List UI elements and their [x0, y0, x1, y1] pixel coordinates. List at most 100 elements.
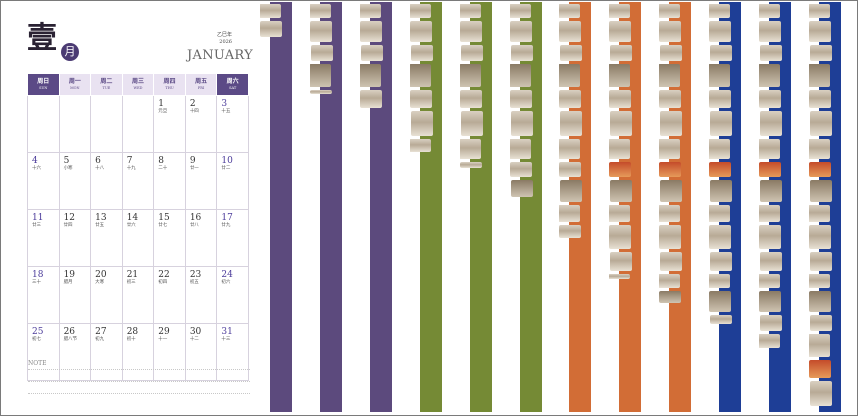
illustration-segment: [409, 64, 431, 87]
lunar-date: 廿八: [189, 223, 199, 228]
illustration-segment: [760, 45, 782, 61]
illustration-segment: [309, 4, 331, 18]
weekday-header: 周日 SUN: [27, 73, 60, 96]
illustration-segment: [808, 90, 831, 108]
illustration-segment: [609, 225, 632, 249]
day-number: 26: [63, 327, 76, 337]
illustration-segment: [509, 21, 532, 42]
illustration-segment: [609, 274, 631, 279]
calendar-page: 壹 月 乙巳年 2026 JANUARY 周日 SUN 周一 MON 周二 TUE 周三 WE…: [2, 2, 260, 412]
illustration-segment: [659, 21, 682, 42]
illustration-segment: [659, 64, 681, 87]
lunar-date: 大寒: [95, 280, 105, 285]
illustration-segment: [510, 45, 533, 61]
illustration-segment: [559, 4, 581, 18]
day-cell: 26 腊八节: [58, 323, 92, 381]
lunar-date: 初四: [158, 280, 168, 285]
building-illustration: [559, 4, 583, 238]
illustration-segment: [559, 205, 581, 222]
month-tab[interactable]: [609, 2, 643, 412]
illustration-segment: [560, 180, 583, 202]
illustration-segment: [809, 381, 832, 406]
illustration-segment: [808, 139, 830, 159]
week-row: 11 廿三 12 廿四 13 廿五 14 廿六 15 廿七 16 廿八 17 廿九: [27, 209, 249, 267]
day-cell: 2 十四: [184, 95, 218, 153]
illustration-segment: [609, 21, 632, 42]
illustration-segment: [309, 90, 332, 95]
month-tab[interactable]: [759, 2, 793, 412]
month-tab[interactable]: [659, 2, 693, 412]
day-number: 29: [158, 327, 170, 337]
day-number: 18: [32, 270, 44, 280]
day-number: 23: [189, 270, 202, 280]
day-number: 30: [189, 327, 202, 337]
illustration-segment: [659, 225, 682, 249]
month-tab[interactable]: [260, 2, 294, 412]
day-cell: 7 十九: [121, 152, 155, 210]
illustration-segment: [659, 205, 681, 222]
month-english: JANUARY: [187, 48, 253, 63]
illustration-segment: [808, 334, 830, 357]
illustration-segment: [709, 274, 731, 288]
building-illustration: [709, 4, 733, 324]
day-cell: 30 十二: [184, 323, 218, 381]
lunar-date: 十八: [95, 166, 105, 171]
illustration-segment: [659, 139, 681, 159]
day-cell: [121, 95, 155, 153]
lunar-date: 十三: [221, 337, 231, 342]
illustration-segment: [809, 45, 832, 61]
day-cell: 1 元旦: [153, 95, 186, 153]
lunar-date: 廿四: [63, 223, 73, 228]
illustration-segment: [409, 21, 432, 42]
month-tab[interactable]: [559, 2, 593, 412]
lunar-date: 廿九: [221, 223, 231, 228]
illustration-segment: [359, 64, 381, 87]
day-cell: 31 十三: [216, 323, 249, 381]
illustration-segment: [610, 180, 633, 202]
weekday-header: 周五 FRI: [184, 73, 218, 96]
month-tab[interactable]: [359, 2, 394, 412]
illustration-segment: [359, 4, 381, 18]
illustration-segment: [759, 64, 780, 87]
day-number: 19: [63, 270, 76, 280]
week-row: 25 初七 26 腊八节 27 初九 28 初十 29 十一 30 十二 31 十三: [27, 323, 249, 381]
tab-color-strip: [319, 2, 342, 412]
lunar-date: 二十: [158, 166, 168, 171]
day-number: 4: [32, 156, 38, 166]
day-cell: 16 廿八: [184, 209, 218, 267]
day-number: 2: [189, 99, 196, 109]
illustration-segment: [759, 274, 780, 288]
illustration-segment: [709, 162, 732, 177]
illustration-segment: [760, 252, 782, 271]
month-tab[interactable]: [808, 2, 843, 412]
month-tab[interactable]: [409, 2, 444, 412]
day-cell: 11 廿三: [27, 209, 60, 267]
building-illustration: [260, 4, 282, 37]
year-label: 乙巳年 2026: [216, 32, 232, 45]
illustration-segment: [759, 162, 781, 177]
illustration-segment: [459, 139, 481, 159]
weekday-header: 周三 WED: [121, 73, 155, 96]
month-tab[interactable]: [309, 2, 344, 412]
month-tab[interactable]: [459, 2, 494, 412]
illustration-segment: [510, 111, 533, 136]
illustration-segment: [759, 291, 781, 312]
illustration-segment: [509, 90, 532, 108]
building-illustration: [459, 4, 483, 168]
month-tab[interactable]: [509, 2, 544, 412]
day-number: 24: [221, 270, 233, 280]
day-cell: 28 初十: [121, 323, 155, 381]
illustration-segment: [808, 360, 831, 378]
day-number: 8: [158, 156, 164, 166]
illustration-segment: [808, 4, 830, 18]
illustration-segment: [760, 111, 782, 136]
day-number: 27: [95, 327, 107, 337]
day-number: 31: [221, 327, 233, 337]
weekday-header: 周一 MON: [58, 73, 92, 96]
lunar-date: 初六: [221, 280, 231, 285]
illustration-segment: [709, 291, 732, 312]
month-tab[interactable]: [709, 2, 743, 412]
illustration-segment: [309, 64, 331, 87]
building-illustration: [659, 4, 683, 304]
illustration-segment: [610, 45, 633, 61]
